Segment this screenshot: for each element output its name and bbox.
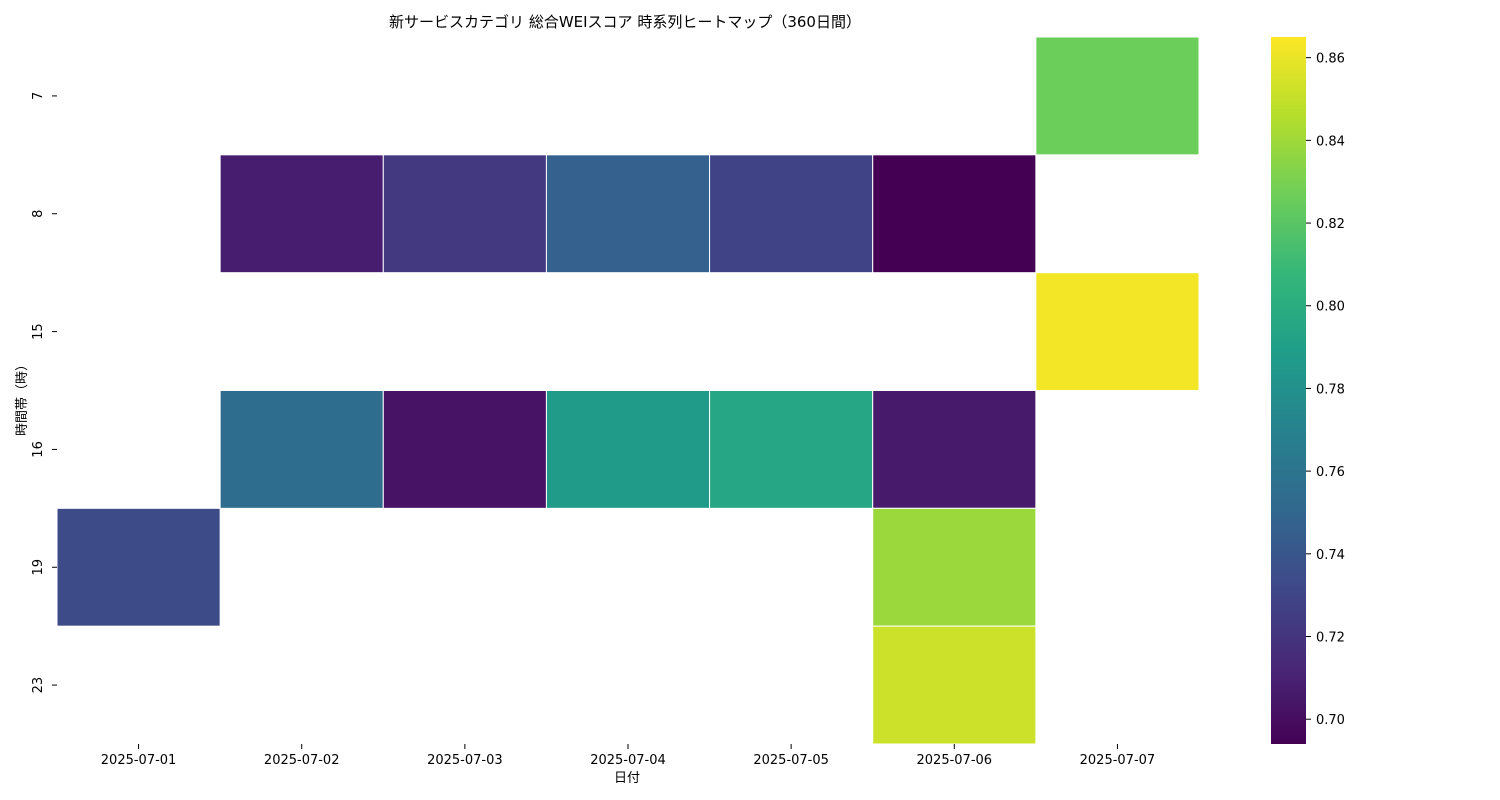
x-tick-label: 2025-07-03 [427, 753, 503, 768]
heatmap-cell [219, 390, 384, 509]
heatmap-cell [872, 625, 1037, 745]
heatmap-cell [872, 507, 1037, 627]
heatmap-cell [709, 154, 874, 274]
colorbar-tick-label: 0.86 [1316, 52, 1345, 67]
heatmap-cell [872, 154, 1037, 274]
colorbar-tick-label: 0.78 [1316, 382, 1345, 397]
x-axis-ticks: 2025-07-01 2025-07-02 2025-07-03 2025-07-04… [101, 744, 1155, 768]
heatmap-cells [56, 36, 1200, 745]
y-tick-label: 23 [31, 677, 46, 694]
heatmap-cell [219, 154, 384, 274]
colorbar-tick-label: 0.80 [1316, 300, 1345, 315]
colorbar [1271, 37, 1306, 744]
chart-title: 新サービスカテゴリ 総合WEIスコア 時系列ヒートマップ（360日間） [389, 13, 861, 31]
y-tick-label: 15 [31, 323, 46, 340]
heatmap-cell [545, 390, 711, 509]
heatmap-cell [872, 390, 1037, 509]
y-tick-label: 19 [31, 559, 46, 576]
colorbar-ticks: 0.70 0.72 0.74 0.76 0.78 0.80 0.82 0.84 0.86 [1306, 52, 1345, 728]
x-tick-label: 2025-07-01 [101, 753, 177, 768]
heatmap-cell [1035, 272, 1200, 391]
y-axis-ticks: 7 8 15 16 19 23 [31, 92, 57, 694]
x-tick-label: 2025-07-06 [917, 753, 993, 768]
x-tick-label: 2025-07-05 [753, 753, 829, 768]
y-tick-label: 16 [31, 441, 46, 458]
colorbar-tick-label: 0.84 [1316, 134, 1345, 149]
colorbar-tick-label: 0.72 [1316, 631, 1345, 646]
colorbar-tick-label: 0.70 [1316, 713, 1345, 728]
heatmap-cell [709, 390, 874, 509]
x-axis-label: 日付 [614, 771, 640, 786]
y-axis-label: 時間帯（時） [15, 358, 30, 436]
x-tick-label: 2025-07-04 [590, 753, 666, 768]
colorbar-tick-label: 0.82 [1316, 217, 1345, 232]
y-tick-label: 8 [31, 210, 46, 218]
heatmap-cell [382, 390, 547, 509]
heatmap-cell [545, 154, 711, 274]
y-tick-label: 7 [31, 92, 46, 100]
heatmap-cell [56, 507, 221, 627]
x-tick-label: 2025-07-02 [264, 753, 340, 768]
heatmap-cell [1035, 36, 1200, 156]
colorbar-tick-label: 0.76 [1316, 465, 1345, 480]
heatmap-cell [382, 154, 547, 274]
x-tick-label: 2025-07-07 [1080, 753, 1156, 768]
colorbar-tick-label: 0.74 [1316, 548, 1345, 563]
